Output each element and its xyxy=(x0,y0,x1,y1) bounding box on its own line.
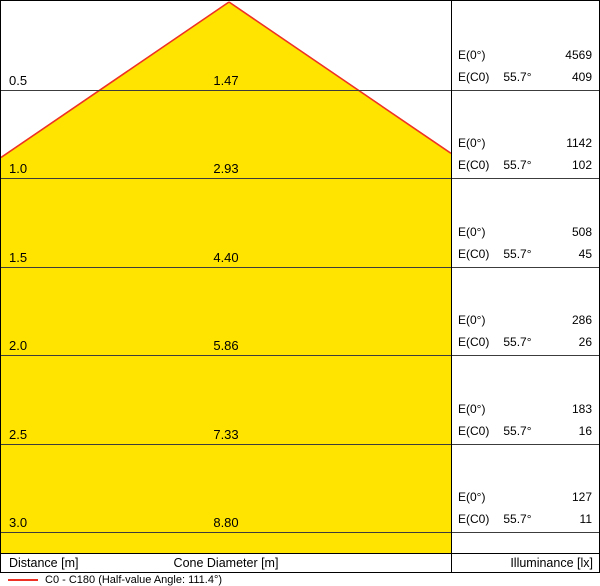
half-angle-value: 55.7° xyxy=(503,158,532,172)
ec0-value: 102 xyxy=(571,158,592,172)
distance-label: 2.0 xyxy=(9,338,28,353)
axis-label-row: Distance [m] Cone Diameter [m] Illuminan… xyxy=(1,553,599,572)
illuminance-block: E(0°) 127 E(C0) 55.7° 11 xyxy=(452,486,598,530)
distance-axis-label: Distance [m] xyxy=(9,556,79,570)
legend: C0 - C180 (Half-value Angle: 111.4°) xyxy=(0,573,222,586)
distance-gridline-3.0m xyxy=(1,532,599,533)
cone-diameter-value: 1.47 xyxy=(213,73,239,88)
legend-line-icon xyxy=(8,578,38,581)
e0-label: E(0°) xyxy=(458,136,486,150)
cone-diameter-axis-label: Cone Diameter [m] xyxy=(173,556,279,570)
e0-value: 183 xyxy=(571,402,592,416)
distance-gridline-1.0m xyxy=(1,178,599,179)
ec0-row: E(C0) 55.7° 102 xyxy=(458,154,592,176)
legend-label: C0 - C180 (Half-value Angle: 111.4°) xyxy=(45,573,223,586)
half-angle-value: 55.7° xyxy=(503,70,532,84)
e0-label: E(0°) xyxy=(458,225,486,239)
e0-label: E(0°) xyxy=(458,402,486,416)
distance-gridline-2.5m xyxy=(1,444,599,445)
diagram-area: 0.5 1.0 1.5 2.0 2.5 3.0 1.47 2.93 4.40 5… xyxy=(0,0,600,573)
ec0-value: 26 xyxy=(578,335,592,349)
e0-value: 286 xyxy=(571,313,592,327)
e0-value: 1142 xyxy=(566,136,592,150)
half-angle-value: 55.7° xyxy=(503,424,532,438)
illuminance-block: E(0°) 183 E(C0) 55.7° 16 xyxy=(452,398,598,442)
ec0-value: 11 xyxy=(579,512,592,526)
cone-edge-left-line xyxy=(1,1,230,159)
distance-label: 3.0 xyxy=(9,515,28,530)
ec0-value: 16 xyxy=(578,424,592,438)
ec0-label: E(C0) xyxy=(458,424,490,438)
distance-label: 2.5 xyxy=(9,427,28,442)
e0-label: E(0°) xyxy=(458,48,486,62)
distance-label: 1.5 xyxy=(9,250,28,265)
distance-gridline-0.5m xyxy=(1,90,599,91)
e0-value: 508 xyxy=(571,225,592,239)
illuminance-block: E(0°) 286 E(C0) 55.7° 26 xyxy=(452,309,598,353)
e0-label: E(0°) xyxy=(458,490,486,504)
ec0-row: E(C0) 55.7° 26 xyxy=(458,331,592,353)
illuminance-block: E(0°) 508 E(C0) 55.7° 45 xyxy=(452,221,598,265)
cone-fill xyxy=(1,2,451,553)
cone-diameter-value: 4.40 xyxy=(213,250,239,265)
e0-row: E(0°) 286 xyxy=(458,309,592,331)
ec0-label: E(C0) xyxy=(458,335,490,349)
ec0-row: E(C0) 55.7° 16 xyxy=(458,420,592,442)
illuminance-block: E(0°) 1142 E(C0) 55.7° 102 xyxy=(452,132,598,176)
light-cone-shape xyxy=(1,1,451,553)
cone-diameter-value: 7.33 xyxy=(213,427,239,442)
cone-diameter-value: 8.80 xyxy=(213,515,239,530)
distance-gridline-2.0m xyxy=(1,355,599,356)
e0-row: E(0°) 508 xyxy=(458,221,592,243)
ec0-row: E(C0) 55.7° 45 xyxy=(458,243,592,265)
distance-label: 0.5 xyxy=(9,73,28,88)
cone-diameter-value: 5.86 xyxy=(213,338,239,353)
e0-value: 4569 xyxy=(565,48,592,62)
e0-row: E(0°) 1142 xyxy=(458,132,592,154)
e0-row: E(0°) 127 xyxy=(458,486,592,508)
half-angle-value: 55.7° xyxy=(503,512,532,526)
ec0-row: E(C0) 55.7° 409 xyxy=(458,66,592,88)
ec0-label: E(C0) xyxy=(458,512,490,526)
cone-diameter-value: 2.93 xyxy=(213,161,239,176)
illuminance-block: E(0°) 4569 E(C0) 55.7° 409 xyxy=(452,44,598,88)
distance-gridline-1.5m xyxy=(1,267,599,268)
ec0-label: E(C0) xyxy=(458,247,490,261)
illuminance-column-divider xyxy=(451,1,452,572)
half-angle-value: 55.7° xyxy=(503,335,532,349)
illuminance-axis-label: Illuminance [lx] xyxy=(510,556,593,570)
cone-edge-right-line xyxy=(228,1,451,155)
e0-value: 127 xyxy=(571,490,592,504)
ec0-label: E(C0) xyxy=(458,158,490,172)
ec0-value: 45 xyxy=(578,247,592,261)
ec0-row: E(C0) 55.7° 11 xyxy=(458,508,592,530)
distance-label: 1.0 xyxy=(9,161,28,176)
e0-label: E(0°) xyxy=(458,313,486,327)
e0-row: E(0°) 4569 xyxy=(458,44,592,66)
half-angle-value: 55.7° xyxy=(503,247,532,261)
ec0-value: 409 xyxy=(571,70,592,84)
e0-row: E(0°) 183 xyxy=(458,398,592,420)
ec0-label: E(C0) xyxy=(458,70,490,84)
